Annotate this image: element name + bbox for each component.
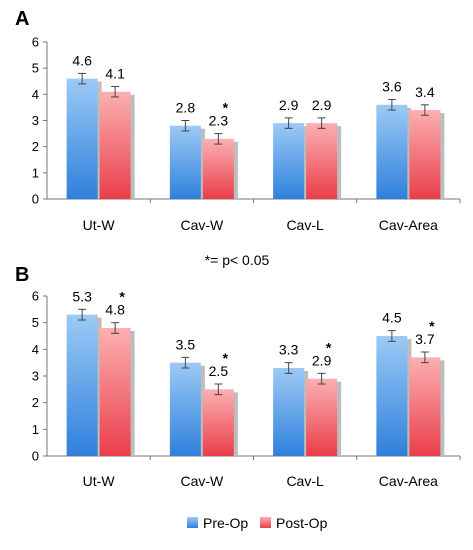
bar-post-op bbox=[306, 378, 338, 456]
y-tick-label: 6 bbox=[32, 35, 39, 50]
chart-panel-b: B 0123456Ut-W5.34.8*Cav-W3.52.5*Cav-L3.3… bbox=[15, 264, 461, 489]
bar-pre-op bbox=[273, 123, 305, 199]
y-tick-label: 3 bbox=[32, 113, 39, 128]
significance-star: * bbox=[326, 339, 332, 355]
data-label-post-op: 2.5 bbox=[209, 363, 229, 379]
bar-post-op bbox=[99, 328, 131, 456]
y-tick-label: 0 bbox=[32, 449, 39, 464]
data-label-post-op: 2.3 bbox=[209, 113, 229, 129]
data-label-pre-op: 4.6 bbox=[72, 52, 92, 68]
category-label: Cav-L bbox=[286, 473, 324, 489]
data-label-pre-op: 5.3 bbox=[72, 288, 92, 304]
significance-star: * bbox=[119, 289, 125, 305]
bar-post-op bbox=[99, 91, 131, 199]
significance-star: * bbox=[429, 318, 435, 334]
y-tick-label: 1 bbox=[32, 165, 39, 180]
y-tick-label: 5 bbox=[32, 315, 39, 330]
bar-pre-op bbox=[376, 336, 408, 456]
y-tick-label: 6 bbox=[32, 289, 39, 304]
plot-area-a: 0 1 2 3 4 5 6 Ut-W 4.6 4.1 Cav-W 2.8 2.3* Cav-L 2.9 2.9… bbox=[32, 35, 461, 233]
y-tick-label: 5 bbox=[32, 61, 39, 76]
legend-label-pre-op: Pre-Op bbox=[203, 515, 248, 531]
y-tick-label: 2 bbox=[32, 139, 39, 154]
data-label-post-op: 4.1 bbox=[105, 65, 125, 81]
y-tick-label: 2 bbox=[32, 395, 39, 410]
legend-swatch-pre-op bbox=[187, 517, 198, 528]
panel-label-b: B bbox=[15, 264, 29, 286]
legend-label-post-op: Post-Op bbox=[276, 515, 328, 531]
category-label: Ut-W bbox=[83, 473, 116, 489]
data-label-pre-op: 3.3 bbox=[279, 342, 299, 358]
category-label: Cav-Area bbox=[379, 217, 438, 233]
bar-pre-op bbox=[66, 78, 98, 199]
significance-star: * bbox=[223, 100, 229, 116]
bar-pre-op bbox=[376, 104, 408, 199]
data-label-post-op: 4.8 bbox=[105, 302, 125, 318]
data-label-post-op: 2.9 bbox=[312, 97, 332, 113]
data-label-post-op: 3.4 bbox=[415, 84, 435, 100]
plot-area-b: 0123456Ut-W5.34.8*Cav-W3.52.5*Cav-L3.32.… bbox=[32, 288, 461, 489]
category-label: Cav-L bbox=[286, 217, 324, 233]
bar-pre-op bbox=[273, 368, 305, 456]
data-label-pre-op: 2.8 bbox=[176, 100, 196, 116]
legend-swatch-post-op bbox=[260, 517, 271, 528]
bar-pre-op bbox=[169, 362, 201, 456]
data-label-post-op: 2.9 bbox=[312, 352, 332, 368]
bar-post-op bbox=[306, 123, 338, 199]
y-tick-label: 0 bbox=[32, 192, 39, 207]
data-label-pre-op: 3.5 bbox=[176, 336, 196, 352]
chart-panel-a: A 0 1 2 3 4 5 6 Ut-W 4.6 4.1 Cav-W 2.8 2.3* Cav-L 2.9 2… bbox=[15, 8, 461, 233]
data-label-pre-op: 4.5 bbox=[382, 310, 402, 326]
category-label: Ut-W bbox=[83, 217, 116, 233]
y-tick-label: 1 bbox=[32, 422, 39, 437]
significance-note: *= p< 0.05 bbox=[205, 252, 270, 268]
y-tick-label: 4 bbox=[32, 87, 39, 102]
bar-pre-op bbox=[66, 314, 98, 456]
legend: Pre-Op Post-Op bbox=[187, 515, 328, 531]
data-label-pre-op: 3.6 bbox=[382, 79, 402, 95]
y-tick-label: 3 bbox=[32, 369, 39, 384]
bar-post-op bbox=[202, 389, 234, 456]
panel-label-a: A bbox=[15, 8, 29, 30]
significance-star: * bbox=[223, 350, 229, 366]
data-label-pre-op: 2.9 bbox=[279, 97, 299, 113]
y-tick-label: 4 bbox=[32, 342, 39, 357]
bar-post-op bbox=[409, 110, 441, 199]
bar-post-op bbox=[409, 357, 441, 456]
bar-post-op bbox=[202, 138, 234, 199]
bar-pre-op bbox=[169, 125, 201, 199]
category-label: Cav-Area bbox=[379, 473, 438, 489]
category-label: Cav-W bbox=[180, 473, 224, 489]
category-label: Cav-W bbox=[180, 217, 224, 233]
data-label-post-op: 3.7 bbox=[415, 331, 435, 347]
